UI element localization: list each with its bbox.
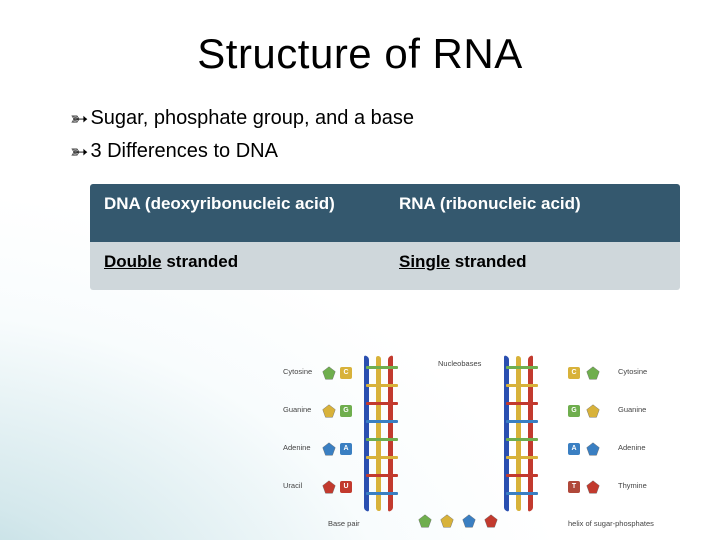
pentagon-icon [322,404,336,418]
helix-left [364,356,400,511]
base-label: Thymine [618,482,647,490]
pentagon-icon [586,404,600,418]
base-tag: T [568,481,580,493]
rung [506,402,538,405]
cell-rest: stranded [450,252,527,271]
cell-rest: stranded [162,252,239,271]
rung [366,402,398,405]
table-header-cell: RNA (ribonucleic acid) [385,184,680,242]
slide-title: Structure of RNA [40,30,680,78]
bullet-list: ➳ Sugar, phosphate group, and a base ➳ 3… [70,100,680,166]
pentagon-icon [322,442,336,456]
underlined-word: Single [399,252,450,271]
rung [366,492,398,495]
rung [366,474,398,477]
bottom-label: Base pair [328,520,360,528]
base-label: Cytosine [618,368,647,376]
base-label: Guanine [283,406,311,414]
table-cell: Double stranded [90,242,385,290]
bottom-label: helix of sugar-phosphates [568,520,654,528]
bullet-icon: ➳ [70,102,88,135]
base-tag: C [340,367,352,379]
rung [506,456,538,459]
pentagon-icon [586,442,600,456]
table-row: Double stranded Single stranded [90,242,680,290]
pentagon-icon [418,514,432,528]
bullet-text: 3 Differences to DNA [90,136,278,166]
rung [506,492,538,495]
rung [366,438,398,441]
rung [506,438,538,441]
helix-right [504,356,540,511]
pentagon-icon [322,366,336,380]
rung [506,366,538,369]
rung [366,366,398,369]
rung [366,456,398,459]
base-label: Adenine [618,444,646,452]
pentagon-icon [462,514,476,528]
pentagon-icon [484,514,498,528]
rna-dna-diagram: Cytosine Guanine Adenine Uracil Cytosine… [268,348,688,534]
pentagon-icon [440,514,454,528]
bullet-item: ➳ Sugar, phosphate group, and a base [70,100,680,133]
table-header-cell: DNA (deoxyribonucleic acid) [90,184,385,242]
base-tag: G [340,405,352,417]
base-tag: C [568,367,580,379]
base-tag: A [340,443,352,455]
base-tag: A [568,443,580,455]
nucleobases-label: Nucleobases [438,360,481,368]
table-cell: Single stranded [385,242,680,290]
comparison-table: DNA (deoxyribonucleic acid) RNA (ribonuc… [90,184,680,290]
base-label: Guanine [618,406,646,414]
rung [366,420,398,423]
base-label: Adenine [283,444,311,452]
underlined-word: Double [104,252,162,271]
rung [506,474,538,477]
table-row: DNA (deoxyribonucleic acid) RNA (ribonuc… [90,184,680,242]
base-tag: G [568,405,580,417]
rung [366,384,398,387]
base-label: Uracil [283,482,302,490]
base-tag: U [340,481,352,493]
pentagon-icon [586,366,600,380]
rung [506,384,538,387]
rungs [504,356,540,511]
rung [506,420,538,423]
bullet-text: Sugar, phosphate group, and a base [90,103,414,133]
pentagon-icon [322,480,336,494]
base-label: Cytosine [283,368,312,376]
rungs [364,356,400,511]
pentagon-icon [586,480,600,494]
bullet-icon: ➳ [70,135,88,168]
bullet-item: ➳ 3 Differences to DNA [70,133,680,166]
